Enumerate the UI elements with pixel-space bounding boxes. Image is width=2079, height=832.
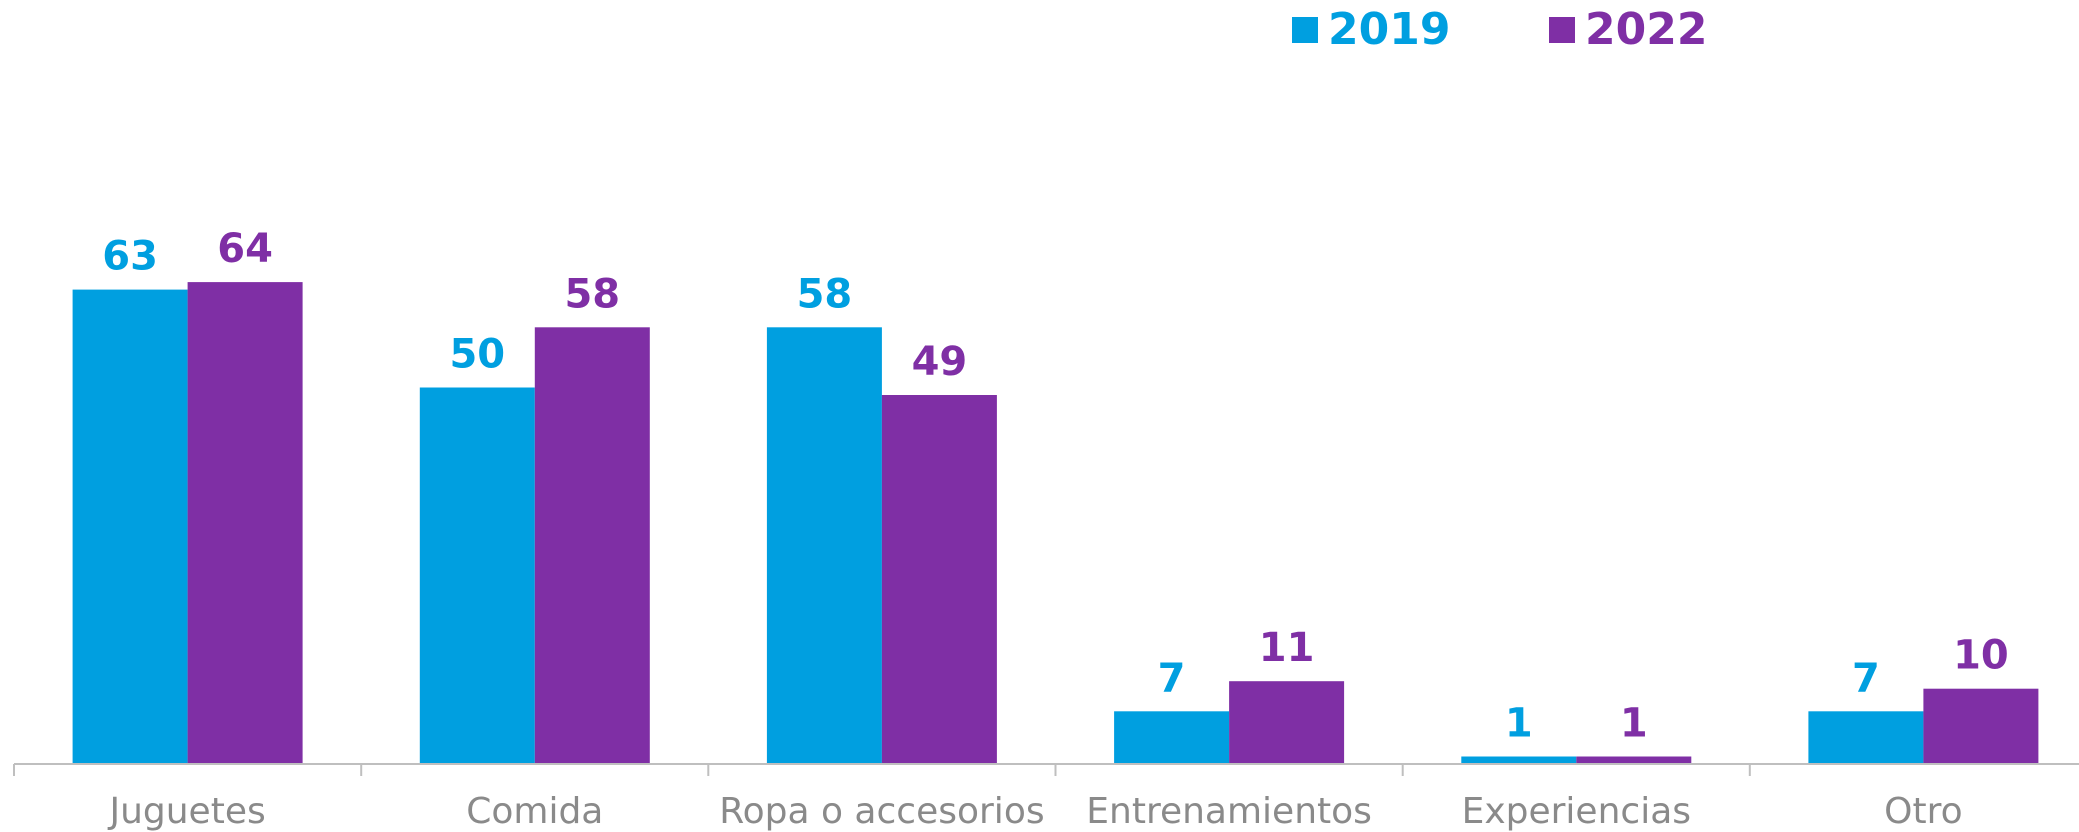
legend-swatch-2022 — [1549, 16, 1575, 43]
legend-swatch-2019 — [1292, 16, 1318, 43]
category-label-5: Otro — [1884, 791, 1963, 832]
data-label-2019-4: 1 — [1505, 701, 1533, 747]
bar-2019-1 — [419, 387, 535, 764]
bar-2022-0 — [187, 282, 303, 764]
data-label-2019-2: 58 — [797, 271, 853, 317]
bar-2019-4 — [1461, 756, 1577, 764]
data-label-2022-2: 49 — [912, 339, 968, 385]
data-label-2019-5: 7 — [1852, 655, 1880, 701]
data-label-2019-3: 7 — [1158, 655, 1186, 701]
data-label-2019-0: 63 — [102, 234, 158, 280]
bar-2022-5 — [1923, 688, 2039, 764]
bar-2019-3 — [1114, 711, 1230, 764]
category-label-3: Entrenamientos — [1086, 791, 1372, 832]
category-label-1: Comida — [466, 791, 603, 832]
category-label-0: Juguetes — [107, 791, 265, 832]
bar-2019-2 — [766, 327, 882, 764]
bar-2022-1 — [534, 327, 650, 764]
data-label-2022-0: 64 — [217, 226, 273, 272]
legend-2019: 2019 — [1292, 4, 1450, 55]
bar-2022-2 — [881, 395, 997, 764]
data-label-2022-4: 1 — [1620, 701, 1648, 747]
data-label-2022-3: 11 — [1259, 625, 1315, 671]
data-label-2022-5: 10 — [1953, 633, 2009, 679]
legend-label-2019: 2019 — [1328, 4, 1451, 55]
data-label-2022-1: 58 — [564, 271, 620, 317]
category-label-4: Experiencias — [1462, 791, 1691, 832]
bar-2019-0 — [72, 289, 188, 764]
legend-label-2022: 2022 — [1585, 4, 1708, 55]
category-label-2: Ropa o accesorios — [719, 791, 1044, 832]
bar-2019-5 — [1808, 711, 1924, 764]
bar-2022-3 — [1229, 681, 1345, 764]
bar-2022-4 — [1576, 756, 1692, 764]
data-label-2019-1: 50 — [449, 332, 505, 378]
legend-2022: 2022 — [1549, 4, 1707, 55]
